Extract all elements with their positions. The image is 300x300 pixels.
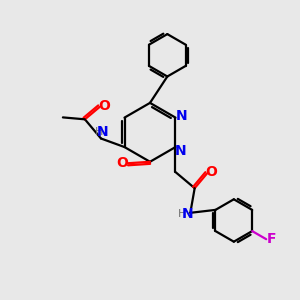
Text: N: N: [97, 125, 109, 139]
Text: N: N: [175, 144, 187, 158]
Text: N: N: [182, 207, 194, 221]
Text: F: F: [267, 232, 276, 246]
Text: H: H: [178, 209, 186, 219]
Text: O: O: [206, 165, 217, 179]
Text: H: H: [94, 127, 103, 137]
Text: O: O: [98, 98, 110, 112]
Text: N: N: [176, 109, 188, 123]
Text: O: O: [117, 156, 129, 170]
